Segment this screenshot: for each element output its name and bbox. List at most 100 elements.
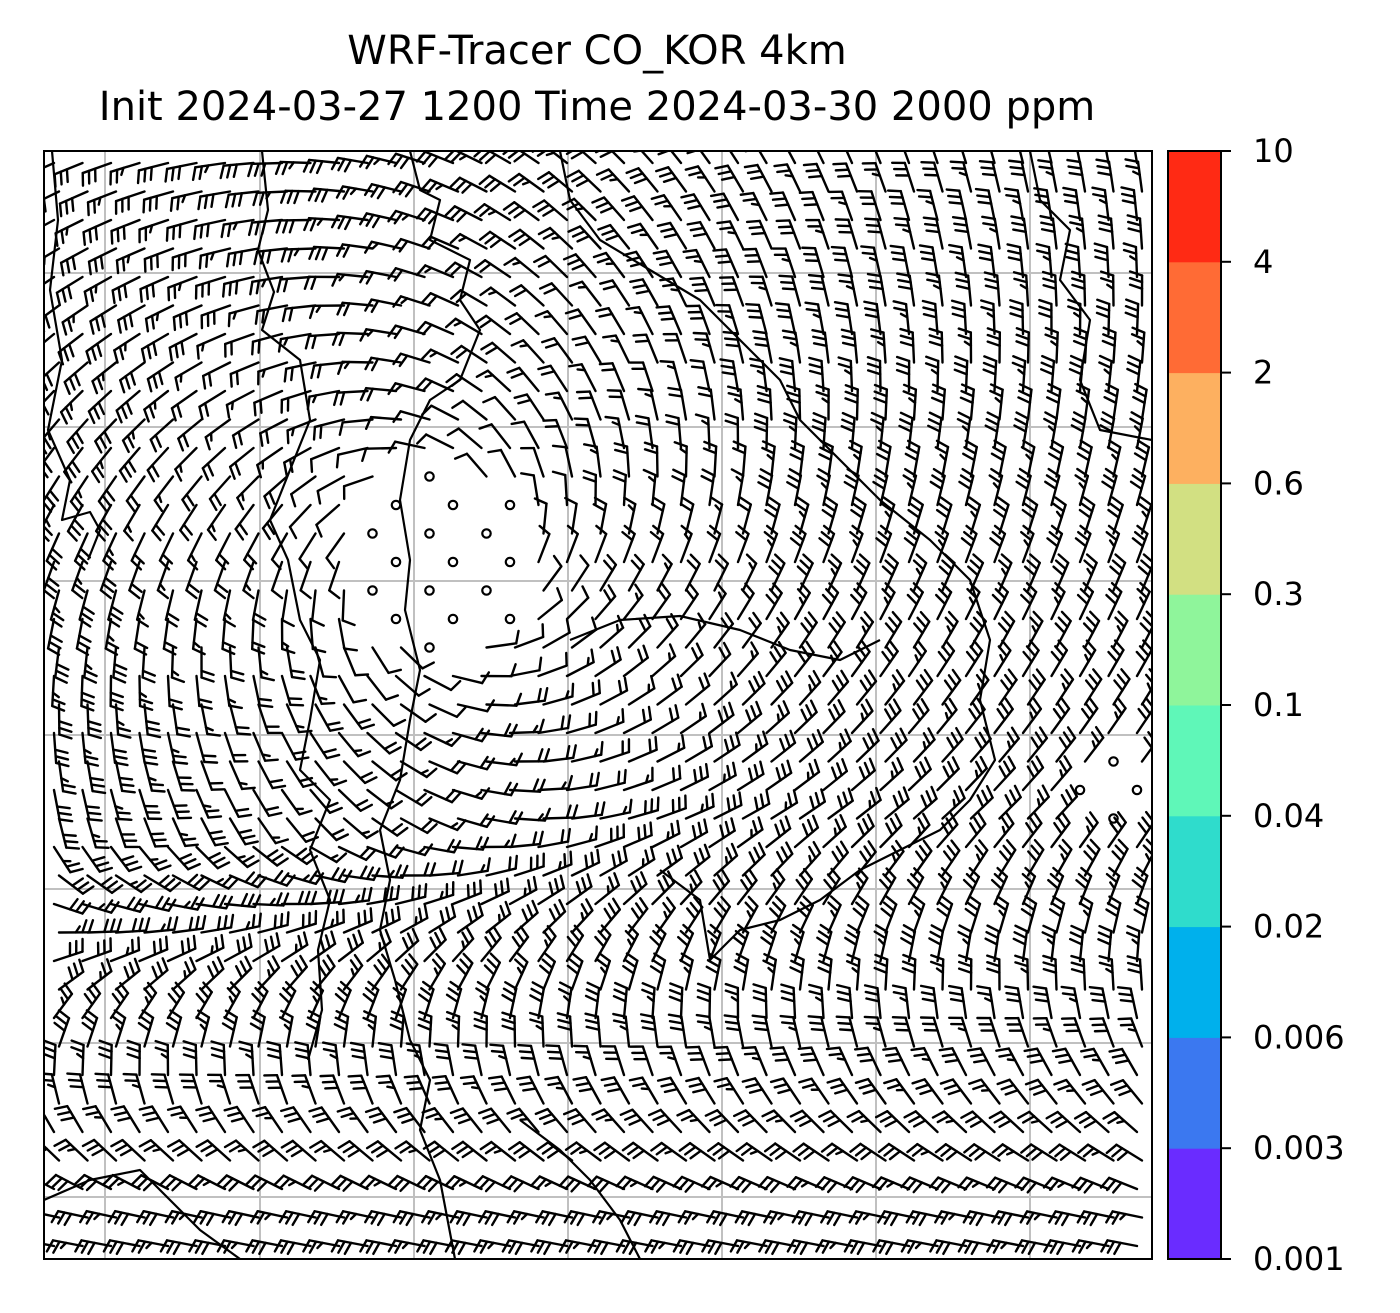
wind-barb — [54, 218, 84, 248]
wind-barb — [861, 162, 887, 193]
wind-barb — [169, 190, 203, 212]
wind-barb — [473, 151, 512, 165]
wind-barb — [139, 275, 170, 303]
wind-barb — [656, 221, 688, 250]
wind-barb — [224, 190, 260, 209]
wind-barb — [886, 189, 911, 222]
wind-barb — [303, 275, 341, 291]
wind-barb — [164, 161, 198, 183]
wind-barb — [773, 163, 802, 193]
wind-barb — [478, 174, 517, 193]
wind-barb — [1064, 242, 1082, 279]
wind-barb — [709, 192, 740, 222]
wind-barb — [802, 162, 830, 193]
wind-barb — [816, 151, 825, 165]
wind-barb — [712, 248, 740, 279]
wind-barb — [44, 304, 61, 333]
wind-barb — [961, 151, 968, 165]
wind-barb — [1018, 151, 1025, 165]
wind-barb — [138, 218, 170, 244]
wind-barb — [744, 151, 768, 165]
wind-barb — [625, 167, 659, 193]
wind-barb — [144, 304, 175, 333]
wind-barb — [82, 218, 113, 246]
wind-barb — [741, 247, 768, 279]
wind-barb — [473, 259, 512, 279]
colorbar-swatch — [1168, 1037, 1221, 1149]
wind-barb — [280, 247, 317, 263]
wind-barb — [989, 151, 996, 165]
wind-barb — [449, 176, 488, 194]
colorbar-tick-label: 0.04 — [1253, 797, 1324, 835]
wind-barb — [387, 209, 426, 225]
wind-barb — [167, 275, 198, 302]
colorbar-tick-label: 0.006 — [1253, 1018, 1345, 1056]
coastline-east — [558, 151, 997, 962]
wind-barb — [1068, 214, 1087, 250]
wind-barb — [420, 178, 460, 194]
wind-barb — [143, 247, 175, 273]
colorbar-swatches — [1168, 151, 1221, 1260]
wind-barb — [595, 168, 631, 193]
wind-barb — [739, 191, 768, 222]
wind-barb — [1097, 214, 1115, 250]
wind-barb — [945, 188, 968, 222]
wind-barb — [591, 196, 626, 222]
colorbar-swatch — [1168, 483, 1221, 595]
wind-barb — [281, 304, 317, 323]
wind-barb — [307, 187, 346, 203]
wind-barb — [1122, 242, 1139, 279]
wind-barb — [775, 219, 802, 250]
wind-barb — [197, 190, 232, 211]
wind-barb — [1126, 214, 1144, 250]
wind-barb — [142, 190, 175, 214]
wind-barb — [622, 250, 654, 279]
wind-barb — [1062, 186, 1082, 222]
wind-barb — [308, 245, 346, 261]
wind-barb — [805, 218, 830, 250]
wind-barb — [83, 275, 113, 306]
wind-barb — [769, 191, 797, 222]
wind-barb — [111, 275, 141, 305]
wind-barb — [274, 160, 312, 176]
wind-barb — [561, 197, 597, 222]
wind-barb — [1120, 186, 1139, 222]
wind-barb — [387, 152, 426, 170]
wind-barb — [227, 304, 260, 328]
wind-barb — [626, 222, 659, 250]
wind-barb — [247, 161, 284, 178]
wind-barb — [191, 161, 227, 182]
wind-barb — [743, 163, 773, 193]
colorbar-swatch — [1168, 372, 1221, 484]
wind-barb — [1095, 158, 1115, 193]
wind-barb — [977, 243, 996, 279]
wind-barb — [728, 151, 740, 165]
wind-barb — [303, 216, 341, 232]
wind-barb — [863, 217, 887, 250]
plot-title-line2: Init 2024-03-27 1200 Time 2024-03-30 200… — [98, 84, 1096, 130]
wind-barb — [834, 218, 859, 250]
wind-barb — [562, 253, 597, 279]
wind-barb — [536, 171, 574, 193]
colorbar-tick-label: 10 — [1253, 132, 1294, 170]
coastline-mainland-west — [46, 151, 102, 561]
wind-barb — [893, 216, 916, 250]
wind-barb — [680, 193, 711, 222]
wind-barb — [444, 205, 483, 223]
wind-barb — [1133, 151, 1139, 165]
wind-barb — [918, 244, 939, 279]
wind-barb — [503, 256, 540, 279]
wind-barb — [1124, 158, 1144, 193]
wind-barb — [387, 267, 426, 282]
wind-barb — [714, 164, 745, 193]
wind-barb — [801, 246, 825, 279]
colorbar-ticks: 0.001 0.003 0.006 0.02 0.04 0.1 0.3 0.6 2 4 10 — [1221, 132, 1345, 1278]
wind-barb — [194, 275, 227, 300]
wind-barb — [1047, 151, 1053, 165]
wind-barb — [444, 151, 483, 165]
wind-barb — [597, 223, 631, 250]
wind-barb — [832, 162, 859, 193]
wind-barb — [903, 151, 911, 165]
wind-barb — [533, 254, 569, 279]
